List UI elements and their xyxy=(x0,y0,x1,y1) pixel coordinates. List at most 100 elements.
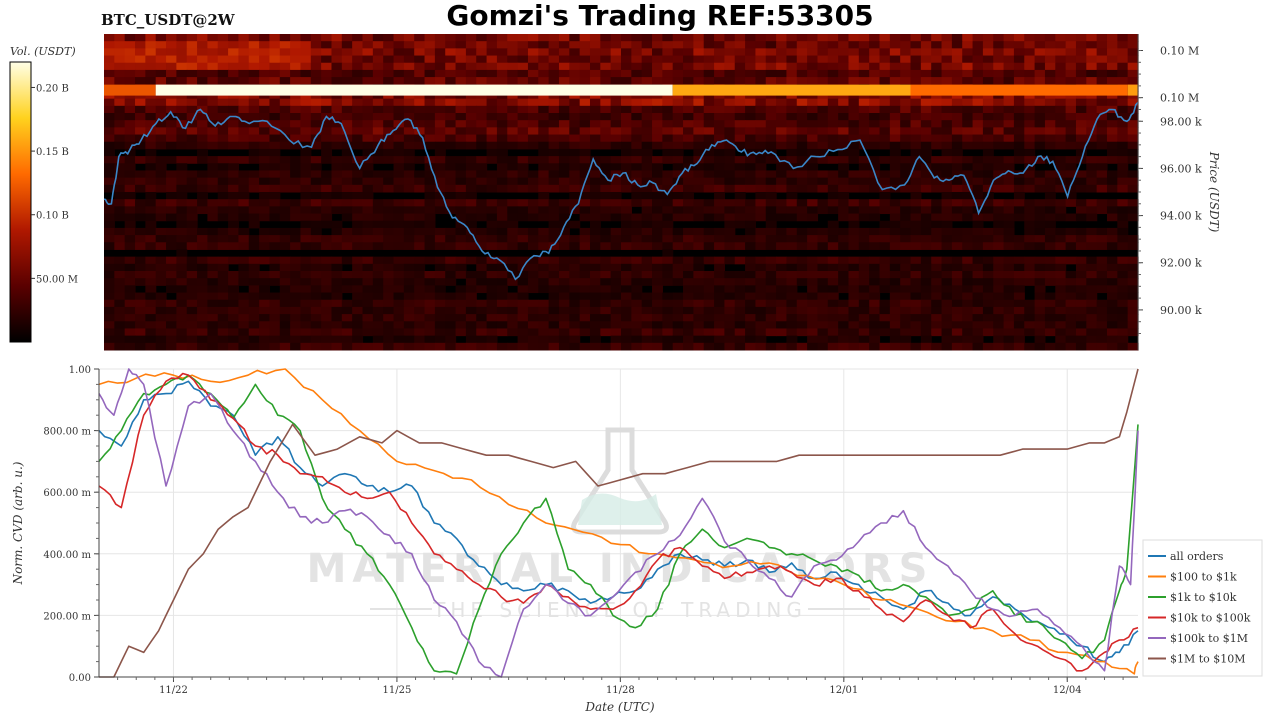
heatmap-cell xyxy=(982,306,994,315)
heatmap-cell xyxy=(1127,328,1139,337)
cvd-y-tick-label: 200.00 m xyxy=(43,611,91,622)
heatmap-cell xyxy=(889,263,901,272)
heatmap-cell xyxy=(941,235,953,243)
heatmap-cell xyxy=(403,156,415,164)
heatmap-cell xyxy=(931,98,943,107)
heatmap-cell xyxy=(993,113,1005,121)
heatmap-cell xyxy=(796,227,808,236)
heatmap-cell xyxy=(434,306,446,315)
heatmap-cell xyxy=(507,77,519,85)
heatmap-cell xyxy=(817,235,829,243)
heatmap-cell xyxy=(982,41,994,49)
heatmap-cell xyxy=(724,321,736,329)
heatmap-cell xyxy=(310,163,322,171)
heatmap-cell xyxy=(610,335,622,344)
heatmap-cell xyxy=(745,98,757,107)
heatmap-cell xyxy=(403,148,415,157)
heatmap-cell xyxy=(197,141,208,150)
heatmap-cell xyxy=(1075,48,1087,57)
heatmap-cell xyxy=(858,328,870,337)
heatmap-cell xyxy=(869,163,881,171)
heatmap-cell xyxy=(1106,278,1118,286)
heatmap-cell xyxy=(631,342,643,351)
heatmap-cell xyxy=(455,77,467,85)
heatmap-cell xyxy=(176,263,188,272)
heatmap-cell xyxy=(155,77,167,85)
heatmap-cell xyxy=(517,77,529,85)
heatmap-cell xyxy=(341,163,353,171)
heatmap-cell xyxy=(1024,148,1036,157)
heatmap-cell xyxy=(920,55,932,64)
heatmap-cell xyxy=(300,227,312,236)
heatmap-cell xyxy=(135,98,146,107)
heatmap-cell xyxy=(476,285,488,294)
heatmap-cell xyxy=(1013,213,1025,222)
heatmap-cell xyxy=(931,314,943,322)
heatmap-cell xyxy=(217,134,229,143)
heatmap-cell xyxy=(807,77,819,85)
heatmap-cell xyxy=(507,263,519,272)
heatmap-cell xyxy=(424,127,436,136)
heatmap-cell xyxy=(848,184,860,193)
heatmap-cell xyxy=(434,105,446,114)
heatmap-cell xyxy=(383,199,395,207)
heatmap-cell xyxy=(776,156,788,164)
heatmap-cell xyxy=(589,98,601,107)
heatmap-cell xyxy=(207,271,219,279)
heatmap-cell xyxy=(259,113,271,121)
heatmap-cell xyxy=(1055,235,1067,243)
heatmap-cell xyxy=(869,263,881,272)
heatmap-cell xyxy=(372,156,384,164)
cvd-series-line xyxy=(98,374,1139,675)
heatmap-cell xyxy=(207,48,219,57)
colorbar-tick-label: 0.15 B xyxy=(36,147,69,158)
heatmap-cell xyxy=(848,141,860,150)
heatmap-cell xyxy=(279,206,291,215)
heatmap-cell xyxy=(476,184,488,193)
heatmap-cell xyxy=(135,213,146,222)
heatmap-cell xyxy=(951,278,963,286)
heatmap-cell xyxy=(341,285,353,294)
heatmap-cell xyxy=(786,134,798,143)
heatmap-cell xyxy=(672,69,684,78)
heatmap-cell xyxy=(734,34,746,42)
heatmap-cell xyxy=(1013,177,1025,186)
liquidity-band-segment xyxy=(104,84,156,96)
heatmap-cell xyxy=(445,242,457,250)
heatmap-cell xyxy=(900,170,912,179)
heatmap-cell xyxy=(1117,62,1129,71)
heatmap-cell xyxy=(600,156,612,164)
heatmap-cell xyxy=(724,206,736,215)
heatmap-cell xyxy=(951,120,963,128)
heatmap-cell xyxy=(507,292,519,301)
heatmap-cell xyxy=(1106,242,1118,250)
heatmap-cell xyxy=(248,41,260,49)
heatmap-cell xyxy=(434,256,446,265)
heatmap-cell xyxy=(176,220,188,229)
heatmap-cell xyxy=(269,256,281,265)
heatmap-cell xyxy=(1106,62,1118,71)
heatmap-cell xyxy=(372,127,384,136)
heatmap-cell xyxy=(621,127,632,136)
heatmap-cell xyxy=(1024,156,1036,164)
heatmap-cell xyxy=(1106,335,1118,344)
heatmap-cell xyxy=(507,113,519,121)
heatmap-cell xyxy=(279,213,291,222)
heatmap-cell xyxy=(879,342,891,351)
heatmap-cell xyxy=(496,69,508,78)
heatmap-cell xyxy=(135,156,146,164)
heatmap-cell xyxy=(496,156,508,164)
heatmap-cell xyxy=(114,34,126,42)
heatmap-cell xyxy=(331,113,343,121)
heatmap-cell xyxy=(962,105,974,114)
heatmap-cell xyxy=(621,263,632,272)
heatmap-cell xyxy=(900,292,912,301)
heatmap-cell xyxy=(145,306,157,315)
heatmap-cell xyxy=(290,299,302,308)
heatmap-cell xyxy=(372,77,384,85)
heatmap-cell xyxy=(1024,134,1036,143)
heatmap-cell xyxy=(962,227,974,236)
heatmap-cell xyxy=(476,41,488,49)
heatmap-cell xyxy=(993,256,1005,265)
heatmap-cell xyxy=(1086,271,1098,279)
